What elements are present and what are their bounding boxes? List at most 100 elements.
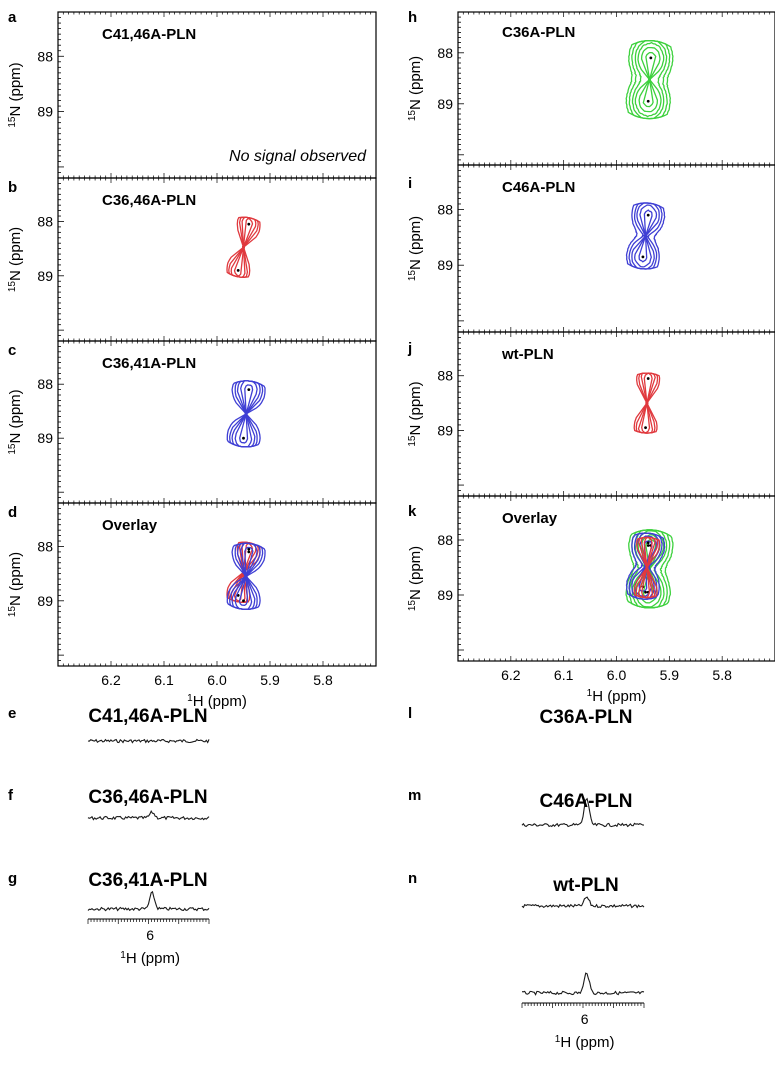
ylabel-sup: 15 [407,435,418,447]
panel-c-blue-peak-1 [242,436,245,440]
panel-letter-j: j [407,340,412,357]
panel-h-green-contour-2 [634,41,665,118]
ylabel-sup: 15 [7,606,18,618]
ylabel-main: N (ppm) [407,381,424,435]
panel-letter-m: m [408,787,421,804]
panel-k-green-contour-2 [634,530,665,608]
ytick-label: 88 [437,368,453,384]
spectrum-title-f: C36,46A-PLN [88,787,207,808]
panel-h-green-peak-0 [649,56,653,60]
spectrum-title-m: C46A-PLN [540,791,633,812]
panel-title-k: Overlay [502,510,558,527]
panel-k-blue-peak-0 [646,544,650,547]
ytick-label: 89 [437,587,453,603]
spectrum-trace-e [87,738,210,744]
panel-letter-e: e [8,705,16,722]
panel-k-red-peak-1 [644,590,647,594]
ylabel: 15N (ppm) [7,552,24,617]
panel-i: 88 89 15N (ppm) C46A-PLN [407,164,775,333]
ylabel-sup: 15 [7,116,18,128]
panel-title-b: C36,46A-PLN [102,192,196,209]
panel-b-red-contour-3 [226,216,261,278]
panel-letter-g: g [8,870,17,887]
panel-letter-k: k [408,503,417,520]
spectrum-xlabel-n: 1H (ppm) [555,1034,615,1051]
spectrum-title-l: C36A-PLN [540,707,633,728]
spectrum-title-e: C41,46A-PLN [88,706,207,727]
panel-d-blue-peak-1 [242,599,245,603]
panel-letter-d: d [8,504,17,521]
panel-c: 88 89 15N (ppm) C36,41A-PLN [7,340,377,504]
ylabel-sup: 15 [7,443,18,455]
ytick-label: 89 [37,268,53,284]
spectrum-title-g: C36,41A-PLN [88,870,207,891]
panel-h-green-contour-4 [628,39,671,120]
panel-note-a: No signal observed [229,148,367,165]
ylabel-main: N (ppm) [407,546,424,600]
ytick-label: 89 [437,257,453,273]
panel-a: 88 89 15N (ppm) C41,46A-PLN No signal observ… [7,11,377,179]
panel-i-blue-contour-2 [631,202,660,270]
panel-k-red-peak-0 [646,541,650,545]
panel-j-red-peak-0 [646,377,650,380]
ylabel-sup: 15 [407,110,418,122]
panel-h-green-peak-1 [646,99,650,103]
xtick-label: 6.1 [554,667,574,683]
ytick-label: 88 [437,45,453,61]
panel-b-red-peak-0 [247,222,251,226]
panel-letter-f: f [8,787,14,804]
xtick-label: 5.9 [260,672,280,688]
spectrum-xtick-label-g: 6 [146,927,154,943]
xtick-label: 6.0 [207,672,227,688]
panel-letter-a: a [8,9,17,26]
panel-title-h: C36A-PLN [502,24,575,41]
ytick-label: 89 [437,96,453,112]
panel-d: 88 89 15N (ppm) Overlay 6.2 6.1 6.0 5.9 5.8 1H (p… [7,502,377,710]
ytick-label: 89 [37,430,53,446]
ytick-label: 88 [37,538,53,554]
ylabel: 15N (ppm) [7,389,24,454]
panel-letter-n: n [408,870,417,887]
panel-i-blue-contour-3 [628,202,663,270]
xtick-label: 6.0 [607,667,627,683]
spectrum-xtick-label-n: 6 [581,1011,589,1027]
ytick-label: 89 [37,104,53,120]
panel-title-c: C36,41A-PLN [102,355,196,372]
spectrum-g: C36,41A-PLN 6 1H (ppm) [87,870,210,967]
ylabel-sup: 15 [407,600,418,612]
ylabel-main: N (ppm) [407,216,424,270]
panel-i-blue-peak-0 [646,213,650,217]
spectrum-m: C46A-PLN [521,791,645,909]
ytick-label: 88 [37,376,53,392]
panel-title-a: C41,46A-PLN [102,26,196,43]
xtick-label: 5.8 [712,667,732,683]
ylabel-main: N (ppm) [7,552,24,606]
panel-d-blue-contour-4 [226,542,266,610]
ytick-label: 89 [37,593,53,609]
panel-h: 88 89 15N (ppm) C36A-PLN [407,11,775,166]
ylabel: 15N (ppm) [407,56,424,121]
panel-title-d: Overlay [102,517,158,534]
ylabel-main: N (ppm) [7,389,24,443]
panel-b: 88 89 15N (ppm) C36,46A-PLN [7,177,377,342]
ytick-label: 89 [437,422,453,438]
ylabel-sup: 15 [7,281,18,293]
ylabel: 15N (ppm) [407,381,424,446]
panel-c-blue-peak-0 [247,388,251,391]
spectrum-trace-f [87,810,210,821]
spectrum-n: wt-PLN 6 1H (ppm) [521,875,645,1051]
panel-j-red-peak-1 [644,426,647,430]
ytick-label: 88 [437,202,453,218]
panel-h-green-contour-5 [625,39,674,120]
spectrum-title-n: wt-PLN [552,875,618,896]
ylabel: 15N (ppm) [407,216,424,281]
panel-k: 88 89 15N (ppm) Overlay 6.2 6.1 6.0 5.9 5.8 1H (p… [407,495,775,705]
spectrum-e: C41,46A-PLN [87,706,210,744]
xtick-label: 5.8 [313,672,333,688]
spectrum-trace-g [87,890,210,912]
panel-j: 88 89 15N (ppm) wt-PLN [407,331,775,497]
xlabel: 1H (ppm) [187,693,247,710]
panel-b-red-peak-1 [236,268,240,272]
xlabel: 1H (ppm) [587,688,647,705]
